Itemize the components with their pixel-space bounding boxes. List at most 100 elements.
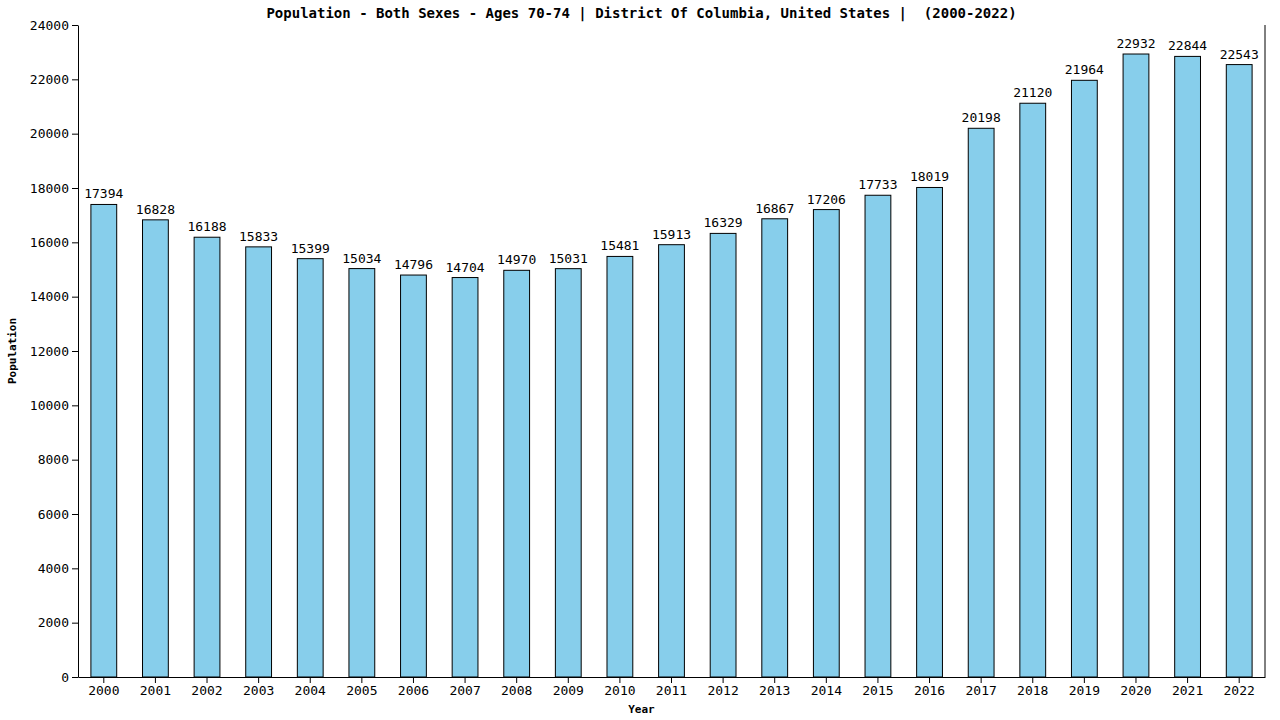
bar (710, 233, 736, 677)
data-label: 16867 (755, 201, 794, 216)
data-label: 16188 (187, 219, 226, 234)
x-tick-mark (258, 677, 259, 683)
data-label: 21964 (1065, 62, 1104, 77)
data-label: 15913 (652, 227, 691, 242)
bars (91, 54, 1252, 677)
y-tick-mark (72, 134, 78, 135)
x-tick: 2004 (295, 677, 326, 698)
x-axis: 2000200120022003200420052006200720082009… (79, 677, 1266, 698)
y-tick-label: 0 (61, 670, 69, 685)
x-axis-title: Year (628, 703, 655, 716)
x-tick-label: 2011 (656, 683, 687, 698)
x-tick-label: 2008 (501, 683, 532, 698)
x-tick-label: 2019 (1069, 683, 1100, 698)
y-tick-mark (72, 568, 78, 569)
x-tick-label: 2022 (1224, 683, 1255, 698)
bar (246, 247, 272, 677)
y-tick: 22000 (30, 72, 78, 87)
x-tick-mark (207, 677, 208, 683)
x-tick-label: 2010 (604, 683, 635, 698)
y-tick-mark (72, 677, 78, 678)
bar (1175, 56, 1201, 677)
x-tick: 2008 (501, 677, 532, 698)
data-label: 17394 (84, 186, 123, 201)
x-tick: 2006 (398, 677, 429, 698)
data-label: 22932 (1116, 36, 1155, 51)
y-tick: 10000 (30, 398, 78, 413)
x-tick: 2015 (862, 677, 893, 698)
x-tick-mark (981, 677, 982, 683)
y-tick-label: 6000 (38, 507, 69, 522)
x-tick-label: 2018 (1017, 683, 1048, 698)
y-tick: 4000 (38, 561, 78, 576)
x-tick-label: 2000 (88, 683, 119, 698)
x-tick-label: 2014 (811, 683, 842, 698)
x-tick-mark (826, 677, 827, 683)
y-tick: 20000 (30, 126, 78, 141)
x-tick: 2019 (1069, 677, 1100, 698)
y-tick-label: 8000 (38, 452, 69, 467)
x-tick: 2013 (759, 677, 790, 698)
y-axis-line (78, 26, 79, 678)
data-label: 21120 (1013, 85, 1052, 100)
y-tick: 6000 (38, 507, 78, 522)
bar (91, 204, 117, 677)
x-tick-mark (1187, 677, 1188, 683)
data-label: 17733 (858, 177, 897, 192)
y-tick-label: 16000 (30, 235, 69, 250)
data-label: 16828 (136, 202, 175, 217)
data-label: 16329 (704, 215, 743, 230)
bar (1226, 65, 1252, 677)
x-tick: 2017 (965, 677, 996, 698)
frame (1265, 25, 1266, 677)
data-label: 22844 (1168, 38, 1207, 53)
x-tick-mark (103, 677, 104, 683)
x-tick-mark (877, 677, 878, 683)
x-tick: 2010 (604, 677, 635, 698)
x-tick-label: 2003 (243, 683, 274, 698)
x-tick-label: 2013 (759, 683, 790, 698)
y-tick-label: 22000 (30, 72, 69, 87)
x-tick-mark (671, 677, 672, 683)
y-tick: 18000 (30, 181, 78, 196)
data-label: 15833 (239, 229, 278, 244)
y-tick: 8000 (38, 452, 78, 467)
x-tick-label: 2016 (914, 683, 945, 698)
x-tick-label: 2002 (191, 683, 222, 698)
y-tick-label: 24000 (30, 18, 69, 33)
y-tick-label: 14000 (30, 289, 69, 304)
data-label: 14796 (394, 257, 433, 272)
x-tick-mark (1084, 677, 1085, 683)
x-tick: 2003 (243, 677, 274, 698)
bar (555, 269, 581, 677)
y-tick-mark (72, 460, 78, 461)
bar (194, 237, 220, 677)
bar (607, 256, 633, 677)
y-tick-mark (72, 623, 78, 624)
y-tick-label: 10000 (30, 398, 69, 413)
data-label: 15399 (291, 241, 330, 256)
y-tick-mark (72, 514, 78, 515)
x-tick-mark (774, 677, 775, 683)
y-tick-mark (72, 188, 78, 189)
x-tick: 2014 (811, 677, 842, 698)
bar (659, 245, 685, 677)
bar (1123, 54, 1149, 677)
x-tick-mark (723, 677, 724, 683)
x-tick: 2007 (449, 677, 480, 698)
bar (917, 187, 943, 677)
x-tick-mark (1135, 677, 1136, 683)
data-label: 14704 (445, 260, 484, 275)
y-tick-mark (72, 25, 78, 26)
y-tick-label: 4000 (38, 561, 69, 576)
bar (968, 128, 994, 677)
y-tick-label: 2000 (38, 615, 69, 630)
bar (1020, 103, 1046, 677)
bar (813, 210, 839, 677)
data-label: 18019 (910, 169, 949, 184)
x-tick: 2005 (346, 677, 377, 698)
data-label: 14970 (497, 252, 536, 267)
background (0, 0, 1280, 720)
bar (143, 220, 169, 677)
x-tick: 2018 (1017, 677, 1048, 698)
